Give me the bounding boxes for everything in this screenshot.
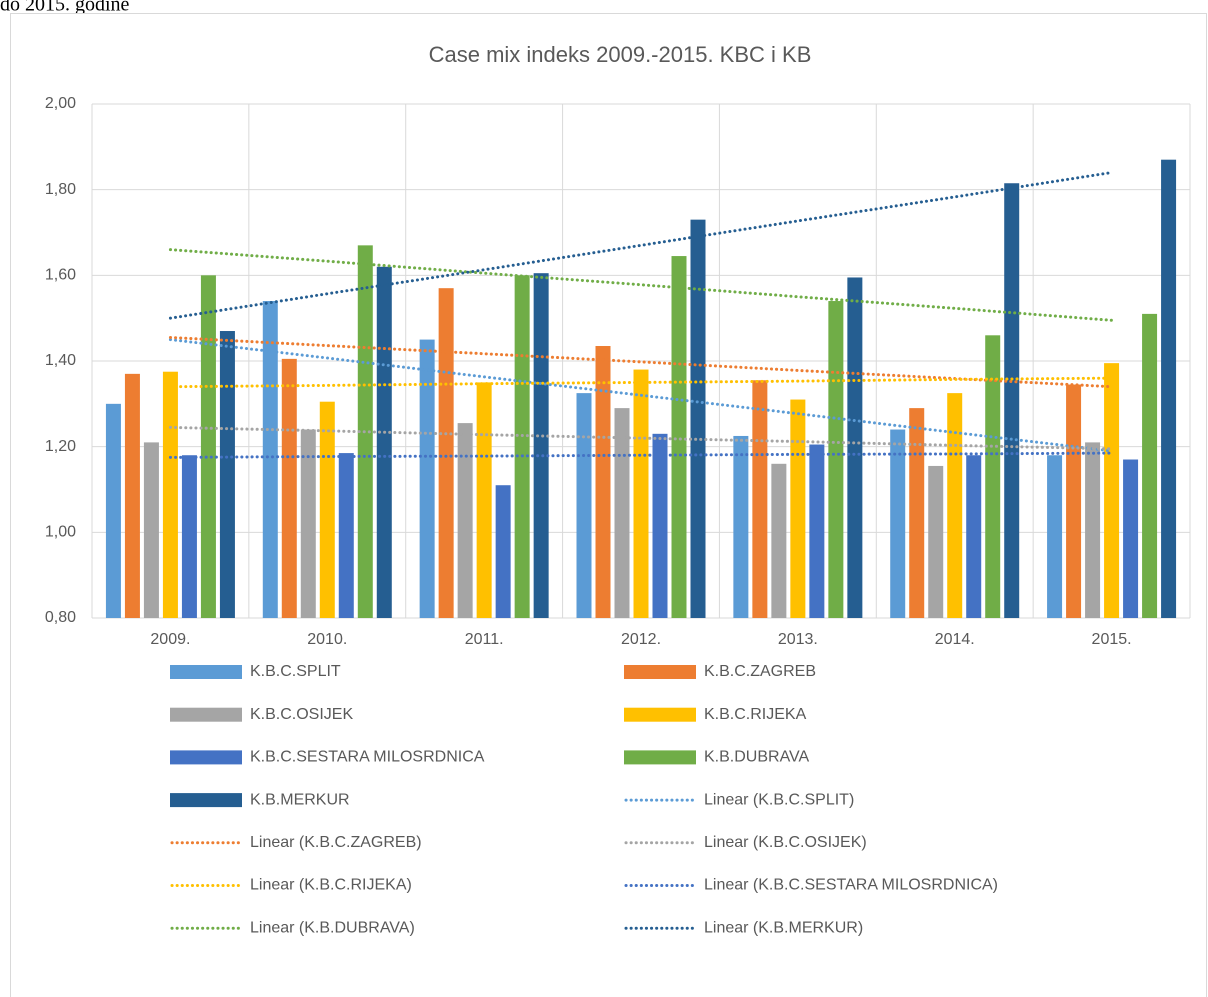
- x-tick-label: 2009.: [150, 631, 190, 648]
- legend-label: Linear (K.B.MERKUR): [704, 919, 863, 936]
- bar: [947, 393, 963, 618]
- legend-swatch: [170, 665, 242, 679]
- chart-title: Case mix indeks 2009.-2015. KBC i KB: [429, 42, 812, 67]
- y-tick-label: 1,60: [45, 267, 76, 284]
- trendline: [168, 425, 1114, 451]
- trendline: [168, 376, 1114, 389]
- bar: [162, 371, 178, 618]
- legend-swatch: [624, 750, 696, 765]
- bar: [614, 408, 630, 618]
- bar: [928, 465, 944, 618]
- legend-label: K.B.MERKUR: [250, 791, 350, 808]
- legend-swatch: [170, 707, 242, 722]
- bar: [1085, 442, 1101, 618]
- bar: [790, 399, 806, 618]
- bar: [809, 444, 825, 618]
- bar: [476, 382, 492, 618]
- legend-label: K.B.C.OSIJEK: [250, 706, 353, 723]
- trendline: [168, 338, 1114, 453]
- bar: [319, 401, 335, 618]
- x-tick-label: 2011.: [465, 631, 504, 648]
- legend-swatch: [624, 707, 696, 722]
- legend-label: K.B.C.RIJEKA: [704, 706, 807, 723]
- bar: [652, 433, 668, 618]
- x-tick-label: 2015.: [1092, 631, 1132, 648]
- bar: [847, 277, 863, 618]
- bar: [143, 442, 159, 618]
- bar: [1161, 159, 1177, 618]
- bar: [262, 301, 278, 618]
- bar: [219, 331, 235, 618]
- x-tick-label: 2012.: [621, 631, 661, 648]
- bar: [514, 275, 530, 618]
- legend-label: Linear (K.B.C.SPLIT): [704, 791, 854, 808]
- legend-label: K.B.C.ZAGREB: [704, 663, 816, 680]
- legend-label: K.B.C.SPLIT: [250, 663, 341, 680]
- bar: [828, 301, 844, 618]
- bar: [124, 373, 140, 618]
- bar: [1142, 313, 1158, 618]
- legend-label: K.B.DUBRAVA: [704, 749, 810, 766]
- legend-label: Linear (K.B.C.RIJEKA): [250, 877, 412, 894]
- legend-label: K.B.C.SESTARA MILOSRDNICA: [250, 749, 485, 766]
- y-tick-label: 1,80: [45, 181, 76, 198]
- bar: [438, 288, 454, 618]
- bar: [771, 463, 787, 618]
- bar: [966, 455, 982, 618]
- bar: [1104, 363, 1120, 618]
- bar: [909, 408, 925, 618]
- bar: [376, 266, 392, 618]
- x-tick-label: 2010.: [307, 631, 347, 648]
- bar: [1123, 459, 1139, 618]
- y-tick-label: 1,20: [45, 438, 76, 455]
- bar: [338, 453, 354, 618]
- legend-label: Linear (K.B.C.ZAGREB): [250, 834, 422, 851]
- bar: [200, 275, 216, 618]
- y-tick-label: 2,00: [45, 95, 76, 112]
- bar: [690, 219, 706, 618]
- bar: [1047, 455, 1063, 618]
- bar: [985, 335, 1001, 618]
- trendline: [168, 451, 1114, 459]
- trendline: [168, 171, 1114, 320]
- bar: [1066, 384, 1082, 618]
- bar: [533, 273, 549, 618]
- legend-label: Linear (K.B.DUBRAVA): [250, 919, 415, 936]
- bar: [671, 256, 687, 618]
- legend-swatch: [170, 750, 242, 765]
- bar: [300, 429, 316, 618]
- y-tick-label: 1,00: [45, 524, 76, 541]
- page-caption: do 2015. godine: [0, 0, 130, 16]
- bar: [576, 393, 592, 618]
- legend-swatch: [624, 665, 696, 679]
- bar: [457, 423, 473, 618]
- legend-label: Linear (K.B.C.OSIJEK): [704, 834, 867, 851]
- bar: [1004, 183, 1020, 618]
- bar: [281, 358, 297, 618]
- trendline: [168, 248, 1114, 322]
- bar: [633, 369, 649, 618]
- bar: [733, 435, 749, 618]
- bar: [752, 380, 768, 618]
- legend-label: Linear (K.B.C.SESTARA MILOSRDNICA): [704, 877, 998, 894]
- legend-swatch: [170, 793, 242, 808]
- bar: [181, 455, 197, 618]
- bar: [419, 339, 435, 618]
- bar: [105, 403, 121, 618]
- bar: [495, 485, 511, 618]
- y-tick-label: 0,80: [45, 609, 76, 626]
- bar: [595, 346, 611, 618]
- y-tick-label: 1,40: [45, 352, 76, 369]
- x-tick-label: 2014.: [935, 631, 975, 648]
- bar: [890, 429, 906, 618]
- x-tick-label: 2013.: [778, 631, 818, 648]
